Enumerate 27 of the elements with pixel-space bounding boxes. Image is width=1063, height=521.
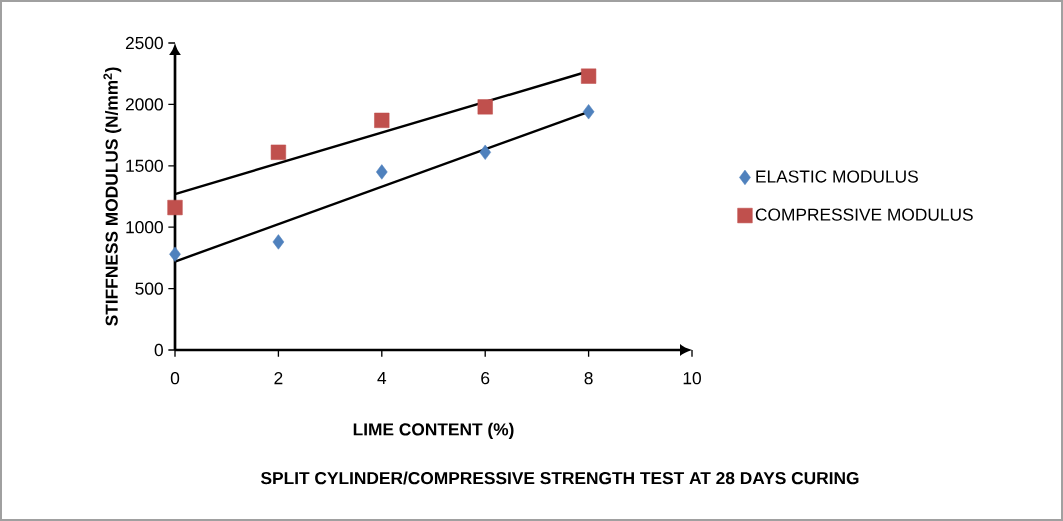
x-tick-label: 2 [274, 372, 283, 385]
x-tick-label: 6 [481, 372, 490, 385]
point [477, 99, 493, 115]
point [376, 164, 388, 180]
point [272, 234, 285, 250]
y-tick-label: 0 [154, 343, 163, 357]
y-tick-label: 2500 [125, 36, 163, 50]
x-tick-label: 0 [170, 372, 180, 385]
y-axis-title: STIFFNESS MODULUS (N/mm$^{2}$) [103, 67, 122, 326]
x-tick-label: 8 [584, 372, 593, 385]
y-tick-label: 1500 [126, 159, 163, 172]
point [270, 144, 287, 160]
point [169, 246, 181, 262]
y-tick-label: 2000 [125, 98, 163, 111]
y-tick-label: 500 [135, 282, 163, 295]
x-tick-label: 4 [377, 372, 387, 384]
point [581, 68, 597, 84]
x-tick-label: 10 [683, 372, 701, 385]
legend-label: ELASTIC MODULUS [756, 170, 918, 183]
text: SPLIT CYLINDER/COMPRESSIVE STRENGTH TEST AT 28 DAYS CURING [260, 471, 859, 485]
point [582, 104, 595, 120]
y-tick-label: 1000 [126, 221, 163, 234]
point [479, 144, 491, 160]
point [374, 112, 390, 128]
legend-label: COMPRESSIVE MODULUS [755, 208, 973, 221]
point [167, 199, 183, 216]
x-axis-title: LIME CONTENT (%) [353, 422, 514, 439]
